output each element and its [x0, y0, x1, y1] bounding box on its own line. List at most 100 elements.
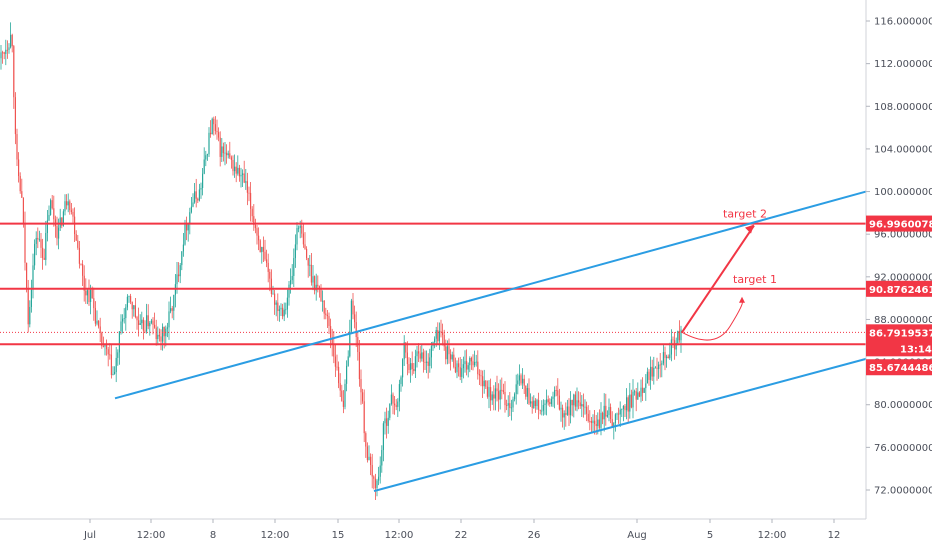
trendlines-layer	[114, 190, 867, 493]
candle-body	[379, 465, 381, 477]
candle-body	[24, 223, 26, 263]
candle	[56, 216, 58, 246]
candle-body	[394, 403, 396, 406]
candle-body	[216, 130, 218, 133]
candle	[312, 264, 314, 291]
candle	[379, 456, 381, 484]
candle	[115, 346, 117, 383]
y-tick-label: 92.00000000	[874, 272, 932, 283]
candle-body	[477, 361, 479, 375]
candle	[443, 329, 445, 351]
candle-body	[14, 97, 16, 135]
candle	[253, 204, 255, 231]
candle-body	[155, 327, 157, 340]
level-price-label: 85.67444865	[869, 363, 932, 374]
candle	[464, 350, 466, 373]
candle-body	[294, 244, 296, 259]
candle	[195, 178, 197, 208]
candle	[518, 364, 520, 386]
candle	[454, 357, 456, 374]
candle-body	[486, 386, 488, 397]
candle-body	[635, 391, 637, 400]
candle-body	[334, 356, 336, 367]
y-tick-label: 100.00000000	[874, 187, 932, 198]
candle-body	[200, 187, 202, 190]
candle	[227, 150, 229, 159]
time-axis[interactable]: Jul 12:00 8 12:00 15 12:00 22 26 Aug 5 12:00 12	[83, 519, 840, 541]
candle-body	[402, 359, 404, 378]
candle-body	[0, 52, 2, 59]
candle-body	[264, 251, 266, 260]
candle-body	[230, 157, 232, 160]
candle	[438, 322, 440, 350]
candle-body	[290, 280, 292, 285]
candle	[493, 385, 495, 411]
candle-body	[277, 302, 279, 311]
candle-body	[331, 337, 333, 344]
candle-body	[8, 47, 10, 51]
target-2-label: target 2	[723, 208, 767, 221]
candle	[208, 127, 210, 158]
candle	[69, 199, 71, 215]
candle	[339, 373, 341, 398]
candle-body	[488, 387, 490, 397]
candle	[173, 294, 175, 321]
candle	[354, 305, 356, 329]
candle	[314, 275, 316, 295]
candle	[430, 342, 432, 369]
candle-body	[283, 309, 285, 317]
candle	[403, 335, 405, 366]
candle	[85, 278, 87, 304]
candle-body	[306, 248, 308, 258]
candle	[627, 395, 629, 424]
candle	[376, 478, 378, 497]
candle-body	[661, 363, 663, 365]
candle-body	[227, 153, 229, 156]
candle-body	[445, 346, 447, 360]
candle-body	[650, 366, 652, 380]
candle-body	[22, 197, 24, 224]
candle	[355, 311, 357, 347]
candle-body	[186, 223, 188, 231]
candle	[134, 297, 136, 319]
candle	[397, 398, 399, 417]
candle-body	[542, 404, 544, 411]
candle	[642, 377, 644, 402]
candle-body	[570, 399, 572, 416]
candle-body	[651, 366, 653, 377]
candle-body	[34, 243, 36, 266]
candle	[613, 422, 615, 440]
candle	[394, 396, 396, 415]
plot-area[interactable]	[0, 0, 866, 519]
candle-body	[429, 357, 431, 366]
candle	[534, 398, 536, 413]
candle-body	[85, 290, 87, 296]
candle-body	[141, 319, 143, 324]
candle	[507, 395, 509, 418]
candle-body	[312, 276, 314, 283]
candle	[494, 382, 496, 411]
candle-body	[173, 294, 175, 311]
candle	[422, 348, 424, 373]
candle	[310, 253, 312, 286]
price-axis[interactable]: 116.00000000 112.00000000 108.00000000 104.…	[866, 17, 932, 497]
candle	[104, 343, 106, 356]
candle-body	[210, 132, 212, 135]
candle-body	[392, 394, 394, 404]
candle-body	[154, 324, 156, 328]
candle	[182, 233, 184, 257]
candle-body	[662, 352, 664, 364]
candle-body	[459, 367, 461, 377]
candle	[387, 410, 389, 434]
candle-body	[72, 211, 74, 217]
candle-body	[346, 365, 348, 384]
candle-body	[202, 173, 204, 188]
candle-body	[378, 476, 380, 481]
candle-body	[454, 366, 456, 373]
candle-body	[467, 365, 469, 370]
candle-body	[389, 404, 391, 418]
candle-body	[133, 305, 135, 310]
candle-body	[398, 384, 400, 402]
